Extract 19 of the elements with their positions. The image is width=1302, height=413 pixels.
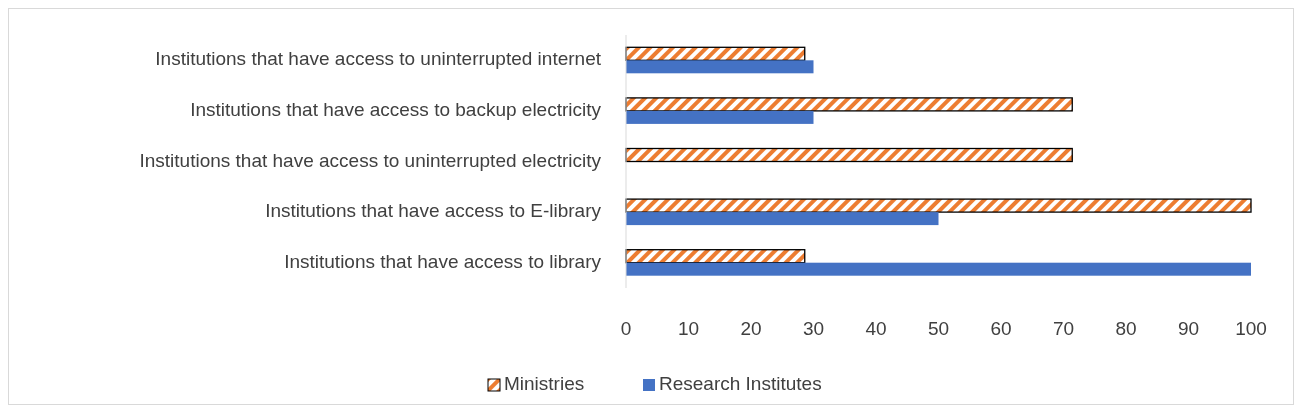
x-tick-label: 70 (1052, 318, 1075, 340)
x-tick-label: 80 (1115, 318, 1137, 340)
x-tick-label: 0 (620, 318, 632, 340)
x-tick-label: 50 (927, 318, 950, 340)
y-tick-label: Institutions that have access to backup electricity (190, 98, 602, 120)
legend-label: Ministries (504, 373, 585, 395)
x-tick-label: 20 (740, 318, 762, 340)
x-tick-label: 30 (802, 318, 825, 340)
x-tick-label: 60 (990, 318, 1012, 340)
bar (626, 262, 1251, 276)
y-tick-label: Institutions that have access to library (284, 250, 602, 272)
x-tick-label: 10 (677, 318, 700, 340)
x-tick-label: 100 (1235, 318, 1267, 340)
y-tick-label: Institutions that have access to uninterrupted electricity (139, 149, 602, 171)
x-tick-label: 90 (1177, 318, 1200, 340)
y-tick-label: Institutions that have access to E-library (265, 200, 602, 222)
y-tick-label: Institutions that have access to uninterrupted internet (155, 48, 602, 70)
legend-label: Research Institutes (659, 373, 822, 395)
x-tick-label: 40 (865, 318, 887, 340)
